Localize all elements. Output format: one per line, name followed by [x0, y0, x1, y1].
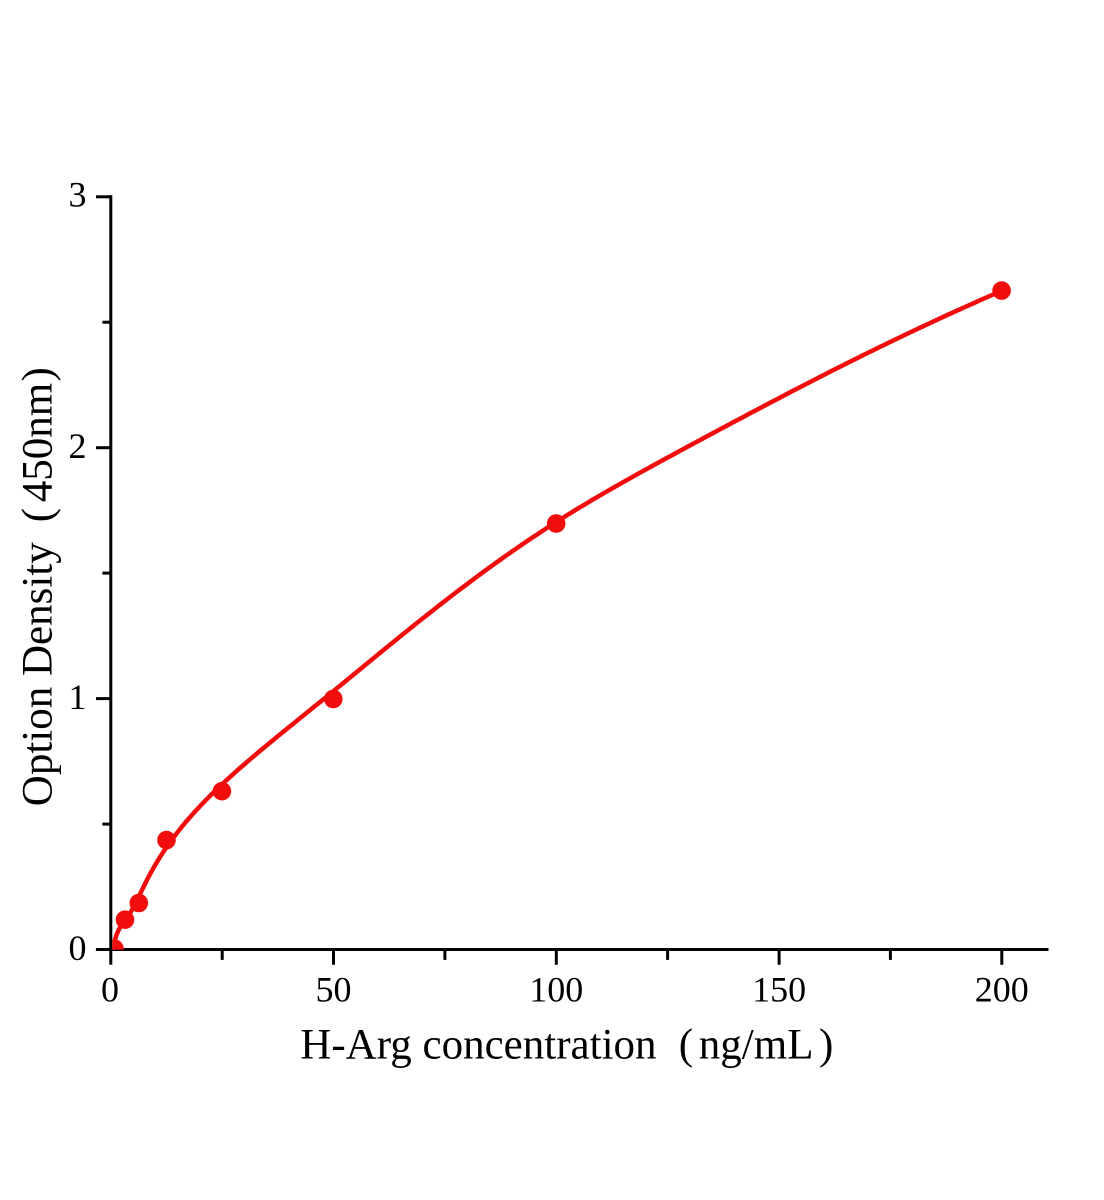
svg-text:(: ( — [15, 508, 62, 522]
svg-text:0: 0 — [101, 970, 119, 1010]
svg-text:50: 50 — [316, 970, 352, 1010]
svg-text:100: 100 — [529, 970, 583, 1010]
svg-text:0: 0 — [69, 928, 87, 968]
svg-text:(: ( — [679, 1022, 693, 1069]
svg-text:): ) — [15, 367, 62, 381]
svg-text:200: 200 — [975, 970, 1029, 1010]
svg-text:2: 2 — [69, 426, 87, 466]
svg-text:H-Arg concentration: H-Arg concentration — [300, 1022, 656, 1069]
svg-text:): ) — [819, 1022, 833, 1069]
svg-text:ng/mL: ng/mL — [699, 1022, 814, 1069]
svg-text:450nm: 450nm — [15, 383, 62, 502]
svg-text:3: 3 — [69, 175, 87, 215]
svg-text:150: 150 — [752, 970, 806, 1010]
svg-text:Option Density: Option Density — [15, 542, 62, 806]
svg-text:1: 1 — [69, 677, 87, 717]
